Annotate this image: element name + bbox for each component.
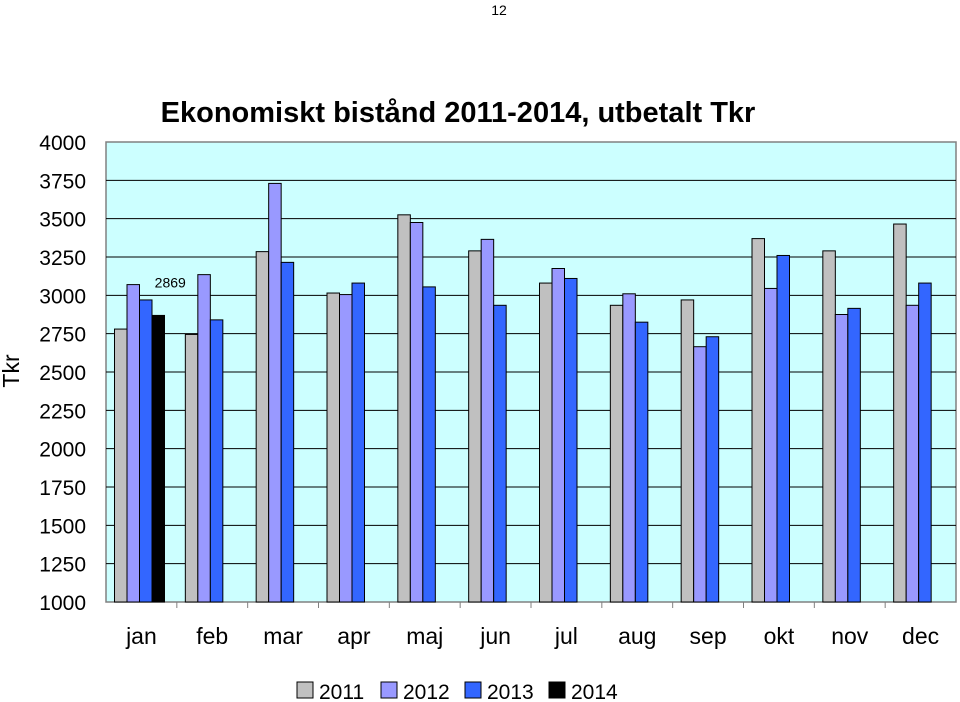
y-tick-label: 1250: [39, 554, 86, 577]
bar-2012-feb: [197, 274, 211, 603]
bar-2012-dec: [905, 304, 920, 603]
gridlines: [106, 179, 956, 565]
legend-swatch-2014: [548, 681, 566, 699]
legend-swatch-2013: [464, 681, 482, 699]
bar-2011-feb: [184, 333, 199, 603]
y-axis-label: Tkr: [0, 354, 24, 388]
bar-2013-aug: [634, 321, 649, 603]
legend-swatch-2011: [296, 681, 314, 699]
bar-2012-aug: [622, 293, 636, 603]
y-tick-label: 1750: [39, 477, 86, 500]
bars: [114, 182, 932, 603]
y-tick-label: 4000: [39, 132, 86, 155]
x-tick-label-apr: apr: [337, 623, 371, 649]
bar-2012-sep: [693, 346, 707, 603]
bar-2013-jun: [493, 304, 507, 603]
bar-2011-mar: [255, 251, 270, 603]
bar-2012-jan: [126, 284, 140, 603]
y-tick-label: 1500: [39, 515, 86, 538]
bar-2013-maj: [422, 286, 436, 603]
y-axis-ticks: 1000 1250 1500 1750 2000 2250 2500 2750 3000 3250…: [39, 132, 86, 615]
bar-2011-aug: [609, 304, 624, 603]
x-tick-label-mar: mar: [263, 623, 303, 649]
legend-label-2011: 2011: [319, 681, 364, 702]
y-tick-label: 2000: [39, 439, 86, 462]
y-tick-label: 1000: [39, 592, 86, 615]
bar-2012-jun: [480, 238, 495, 603]
bar-2011-okt: [751, 238, 765, 603]
y-tick-label: 3750: [39, 170, 86, 193]
x-tick-label-aug: aug: [618, 623, 656, 649]
bar-2011-nov: [822, 250, 836, 603]
page-number: 12: [491, 2, 507, 18]
data-labels: 2869: [155, 274, 186, 290]
bar-2011-jan: [114, 328, 128, 603]
legend-label-2012: 2012: [403, 681, 450, 702]
x-tick-label-jul: jul: [554, 623, 578, 649]
bar-2012-mar: [268, 182, 282, 603]
bar-2013-jan: [139, 299, 153, 603]
bar-2011-jun: [468, 250, 482, 603]
y-tick-label: 3250: [39, 247, 86, 270]
bar-2013-dec: [918, 282, 932, 603]
x-tick-label-nov: nov: [831, 623, 869, 649]
bar-2013-apr: [351, 282, 365, 603]
y-tick-label: 3500: [39, 209, 86, 232]
x-axis-ticks: jan feb mar apr maj jun jul aug sep okt nov dec: [125, 602, 939, 649]
x-tick-label-dec: dec: [902, 623, 939, 649]
bar-2011-sep: [680, 299, 695, 603]
bar-2012-jul: [551, 268, 565, 603]
bar-2014-jan: [151, 314, 165, 603]
bar-2012-apr: [339, 294, 353, 603]
bar-2013-sep: [705, 336, 720, 603]
bar-2011-jul: [539, 282, 553, 603]
y-tick-label: 3000: [39, 285, 86, 308]
legend-label-2014: 2014: [571, 681, 618, 702]
y-tick-label: 2750: [39, 324, 86, 347]
x-tick-label-maj: maj: [406, 623, 443, 649]
bar-2012-maj: [409, 222, 424, 603]
bar-2013-jul: [564, 277, 578, 603]
y-tick-label: 2500: [39, 362, 86, 385]
bar-2012-okt: [764, 287, 778, 603]
bar-2011-apr: [326, 292, 340, 603]
data-label: 2869: [155, 274, 186, 290]
x-tick-label-sep: sep: [690, 623, 727, 649]
bar-2013-okt: [776, 254, 790, 603]
bar-2013-nov: [847, 307, 861, 603]
bar-2013-mar: [280, 261, 295, 603]
x-tick-label-okt: okt: [764, 623, 795, 649]
legend-label-2013: 2013: [487, 681, 534, 702]
legend: 2011 2012 2013 2014: [296, 681, 618, 702]
x-tick-label-jan: jan: [125, 623, 157, 649]
x-tick-label-feb: feb: [196, 623, 228, 649]
x-tick-label-jun: jun: [479, 623, 511, 649]
bar-2011-maj: [397, 214, 411, 603]
legend-swatch-2012: [380, 681, 398, 699]
bar-2012-nov: [834, 314, 849, 603]
bar-2011-dec: [893, 223, 907, 603]
bar-2013-feb: [209, 319, 224, 603]
y-tick-label: 2250: [39, 400, 86, 423]
chart-title: Ekonomiskt bistånd 2011-2014, utbetalt T…: [161, 97, 756, 129]
